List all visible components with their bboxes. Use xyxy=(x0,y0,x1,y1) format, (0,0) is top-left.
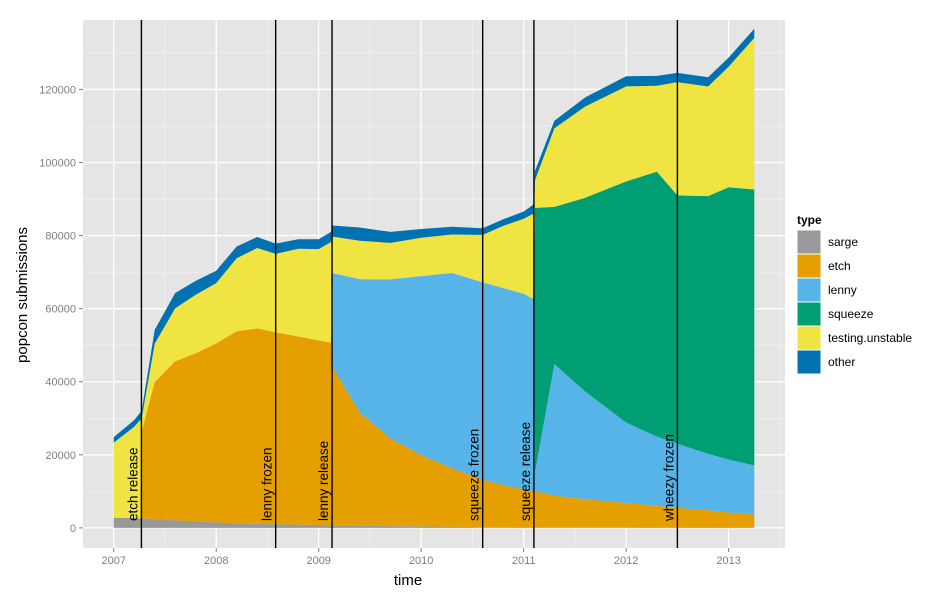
area-squeeze xyxy=(113,171,755,519)
event-label: squeeze release xyxy=(518,422,533,521)
area-etch xyxy=(113,328,755,528)
event-label: lenny release xyxy=(316,441,331,521)
x-axis-title: time xyxy=(394,572,422,589)
y-tick-label: 20000 xyxy=(45,450,76,462)
area-testing-unstable xyxy=(113,37,755,519)
legend-key-lenny xyxy=(796,277,822,303)
x-tick-label: 2008 xyxy=(204,555,228,567)
area-sarge xyxy=(113,517,755,528)
y-tick-label: 100000 xyxy=(39,158,76,170)
legend-label: etch xyxy=(828,259,851,273)
event-label: etch release xyxy=(125,447,140,521)
legend-label: sarge xyxy=(828,235,858,249)
area-other xyxy=(113,28,755,443)
legend-key-etch xyxy=(796,253,822,279)
y-axis-title: popcon submissions xyxy=(14,227,31,363)
legend-key-testing-unstable xyxy=(796,325,822,351)
legend-label: squeeze xyxy=(828,307,874,321)
legend-title: type xyxy=(797,213,822,227)
area-lenny xyxy=(113,272,755,519)
y-tick-label: 40000 xyxy=(45,377,76,389)
axis-layer: 2007 2008 2009 2010 2011 2012 2013 0 20000 40000 6… xyxy=(39,84,741,567)
y-tick-label: 0 xyxy=(70,523,76,535)
legend-key-squeeze xyxy=(796,301,822,327)
event-label: lenny frozen xyxy=(260,447,275,521)
event-label: wheezy frozen xyxy=(661,434,676,522)
x-tick-label: 2010 xyxy=(409,555,433,567)
area-layer xyxy=(113,28,755,528)
annotation-layer: etch release lenny frozen lenny release squ… xyxy=(125,20,679,548)
legend-label: testing.unstable xyxy=(828,331,912,345)
legend-label: other xyxy=(828,355,855,369)
x-tick-label: 2009 xyxy=(306,555,330,567)
x-tick-label: 2011 xyxy=(512,555,536,567)
legend-key-other xyxy=(796,349,822,375)
legend-key-sarge xyxy=(796,229,822,255)
legend: type sarge etch lenny squeeze testing.unstab… xyxy=(796,213,912,375)
y-tick-label: 80000 xyxy=(45,231,76,243)
y-tick-label: 60000 xyxy=(45,304,76,316)
legend-label: lenny xyxy=(828,283,857,297)
x-tick-label: 2012 xyxy=(614,555,638,567)
event-label: squeeze frozen xyxy=(467,429,482,521)
x-tick-label: 2007 xyxy=(102,555,126,567)
x-tick-label: 2013 xyxy=(716,555,740,567)
y-tick-label: 120000 xyxy=(39,84,76,96)
